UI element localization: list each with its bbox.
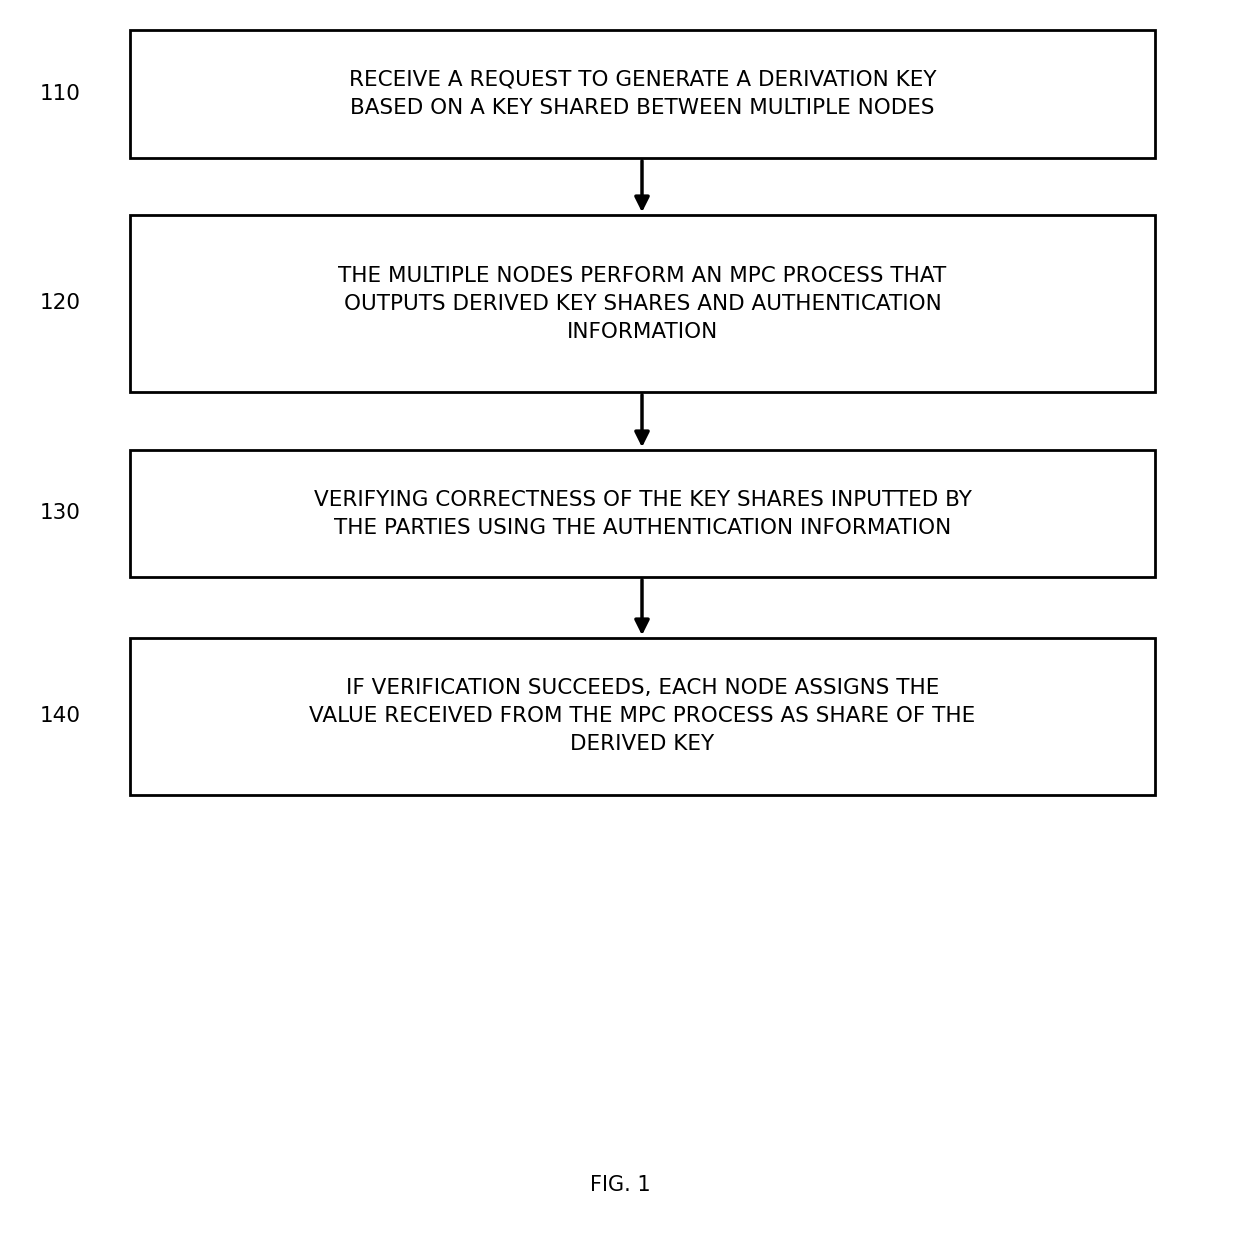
Bar xyxy=(130,450,1154,577)
Text: 110: 110 xyxy=(40,84,81,104)
Text: 130: 130 xyxy=(40,502,81,522)
Text: IF VERIFICATION SUCCEEDS, EACH NODE ASSIGNS THE
VALUE RECEIVED FROM THE MPC PROC: IF VERIFICATION SUCCEEDS, EACH NODE ASSI… xyxy=(309,678,976,755)
Text: 120: 120 xyxy=(40,293,81,313)
Text: RECEIVE A REQUEST TO GENERATE A DERIVATION KEY
BASED ON A KEY SHARED BETWEEN MUL: RECEIVE A REQUEST TO GENERATE A DERIVATI… xyxy=(348,70,936,118)
Bar xyxy=(130,638,1154,795)
Text: VERIFYING CORRECTNESS OF THE KEY SHARES INPUTTED BY
THE PARTIES USING THE AUTHEN: VERIFYING CORRECTNESS OF THE KEY SHARES … xyxy=(314,490,971,538)
Text: 140: 140 xyxy=(40,706,81,726)
Text: THE MULTIPLE NODES PERFORM AN MPC PROCESS THAT
OUTPUTS DERIVED KEY SHARES AND AU: THE MULTIPLE NODES PERFORM AN MPC PROCES… xyxy=(339,265,946,342)
Bar xyxy=(130,30,1154,158)
Text: FIG. 1: FIG. 1 xyxy=(590,1176,650,1194)
Bar xyxy=(130,215,1154,392)
